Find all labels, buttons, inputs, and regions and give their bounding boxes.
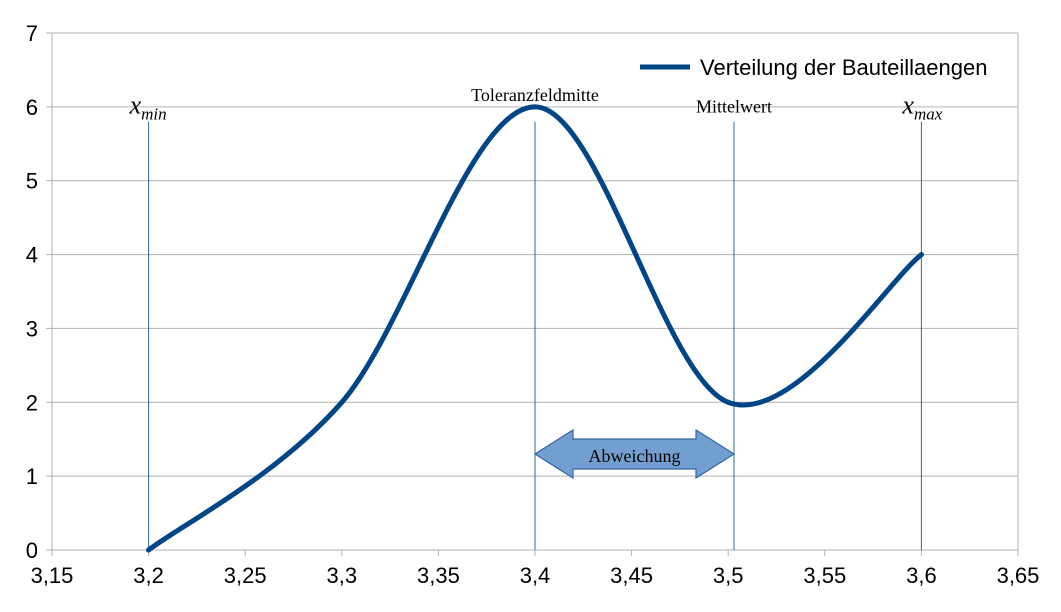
series-layer bbox=[146, 104, 924, 553]
x-tick-label: 3,15 bbox=[31, 563, 74, 588]
marker-label-base: x bbox=[901, 91, 914, 120]
x-tick-label: 3,4 bbox=[520, 563, 551, 588]
deviation-arrow: Abweichung bbox=[533, 428, 736, 480]
x-tick-label: 3,45 bbox=[610, 563, 653, 588]
data-point bbox=[725, 399, 731, 405]
marker-label-subscript: max bbox=[914, 105, 943, 124]
data-point bbox=[339, 399, 345, 405]
x-tick-label: 3,35 bbox=[417, 563, 460, 588]
y-tick-label: 0 bbox=[26, 538, 38, 563]
y-tick-label: 5 bbox=[26, 169, 38, 194]
x-tick-label: 3,2 bbox=[133, 563, 164, 588]
marker-label-base: x bbox=[129, 91, 142, 120]
x-tick-label: 3,55 bbox=[803, 563, 846, 588]
deviation-arrow-label: Abweichung bbox=[589, 446, 681, 466]
y-tick-label: 6 bbox=[26, 95, 38, 120]
legend: Verteilung der Bauteillaengen bbox=[640, 55, 987, 80]
data-point bbox=[146, 547, 152, 553]
data-point bbox=[532, 104, 538, 110]
x-tick-label: 3,65 bbox=[997, 563, 1040, 588]
x-tick-label: 3,6 bbox=[906, 563, 937, 588]
y-tick-label: 4 bbox=[26, 243, 38, 268]
axes: 0 1 2 3 4 5 6 7 3,15 3,2 3,25 3,3 3,35 3,4 3,45 3,5 3,55… bbox=[26, 21, 1040, 588]
x-tick-label: 3,5 bbox=[713, 563, 744, 588]
marker-label: Toleranzfeldmitte bbox=[471, 85, 599, 105]
y-tick-label: 7 bbox=[26, 21, 38, 46]
legend-label: Verteilung der Bauteillaengen bbox=[700, 55, 987, 80]
y-tick-label: 2 bbox=[26, 390, 38, 415]
marker-label-subscript: min bbox=[141, 105, 167, 124]
marker-label: xmax bbox=[901, 91, 942, 124]
marker-label: xmin bbox=[129, 91, 167, 124]
y-tick-label: 1 bbox=[26, 464, 38, 489]
x-tick-label: 3,3 bbox=[327, 563, 358, 588]
y-tick-label: 3 bbox=[26, 316, 38, 341]
x-tick-label: 3,25 bbox=[224, 563, 267, 588]
marker-label: Mittelwert bbox=[696, 97, 772, 117]
deviation-arrow-shape bbox=[533, 428, 736, 480]
data-point bbox=[918, 252, 924, 258]
